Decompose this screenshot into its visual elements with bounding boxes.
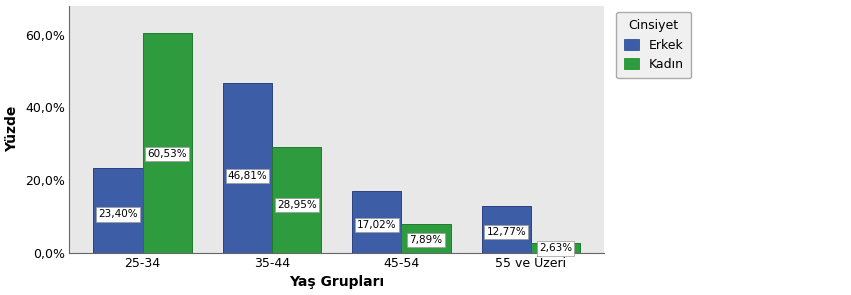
X-axis label: Yaş Grupları: Yaş Grupları [289,276,385,289]
Text: 7,89%: 7,89% [409,235,443,245]
Legend: Erkek, Kadın: Erkek, Kadın [616,12,691,78]
Text: 2,63%: 2,63% [539,243,572,253]
Text: 12,77%: 12,77% [487,227,526,237]
Bar [352,191,402,253]
Text: 60,53%: 60,53% [147,149,187,159]
Bar [94,168,143,253]
Text: 17,02%: 17,02% [357,220,397,230]
Text: 23,40%: 23,40% [98,209,138,219]
Bar [223,83,272,253]
Bar [272,148,322,253]
Text: 28,95%: 28,95% [277,200,317,210]
Bar [143,33,191,253]
Bar [402,224,451,253]
Bar [482,206,531,253]
Text: 46,81%: 46,81% [227,171,267,181]
Bar [531,243,580,253]
Y-axis label: Yüzde: Yüzde [6,106,20,152]
